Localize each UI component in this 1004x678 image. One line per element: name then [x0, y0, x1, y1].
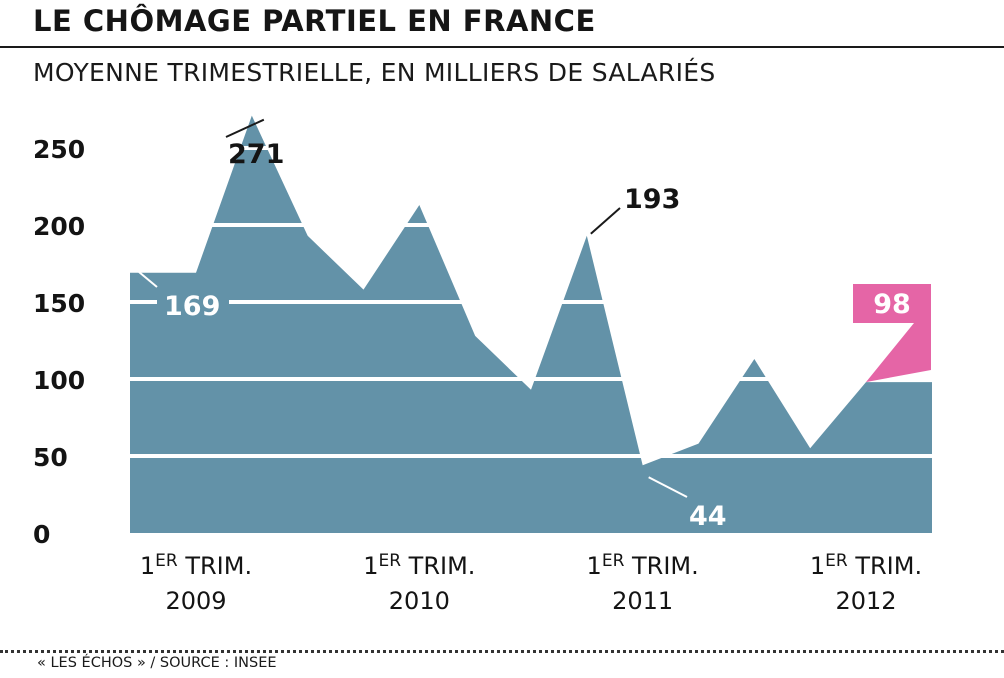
data-label-193: 193 — [624, 184, 680, 215]
y-tick-label: 150 — [33, 289, 85, 318]
leader-line — [648, 476, 688, 498]
title-rule — [0, 46, 1004, 48]
x-tick-label-year: 2009 — [165, 587, 226, 615]
x-tick-label-line1: 1ER TRIM. — [810, 551, 922, 580]
data-label-169: 169 — [164, 291, 220, 322]
data-label-271: 271 — [228, 139, 284, 170]
chart-title: LE CHÔMAGE PARTIEL EN FRANCE — [33, 4, 596, 38]
leader-line — [590, 207, 621, 235]
y-tick-label: 250 — [33, 135, 85, 164]
highlight-callout — [853, 284, 931, 383]
y-tick-label: 0 — [33, 520, 50, 549]
source-credit: « LES ÉCHOS » / SOURCE : INSEE — [37, 655, 277, 671]
x-tick-label-line1: 1ER TRIM. — [587, 551, 699, 580]
leader-line — [225, 118, 265, 138]
leader-line — [138, 271, 158, 288]
label-backdrop — [157, 288, 229, 318]
x-tick-label-year: 2012 — [835, 587, 896, 615]
area-chart: 0 50 100 150 200 250 1ER TRIM. 2009 1ER TRIM. 201… — [33, 115, 932, 615]
dotted-divider — [0, 650, 1004, 653]
chart-subtitle: MOYENNE TRIMESTRIELLE, EN MILLIERS DE SA… — [33, 58, 716, 87]
x-tick-label-line1: 1ER TRIM. — [363, 551, 475, 580]
y-tick-label: 50 — [33, 443, 68, 472]
x-tick-label-year: 2010 — [389, 587, 450, 615]
y-tick-label: 100 — [33, 366, 85, 395]
x-tick-label-line1: 1ER TRIM. — [140, 551, 252, 580]
y-tick-label: 200 — [33, 212, 85, 241]
area-series — [130, 115, 932, 533]
data-label-44: 44 — [689, 501, 727, 532]
x-tick-label-year: 2011 — [612, 587, 673, 615]
data-label-98: 98 — [873, 289, 911, 320]
